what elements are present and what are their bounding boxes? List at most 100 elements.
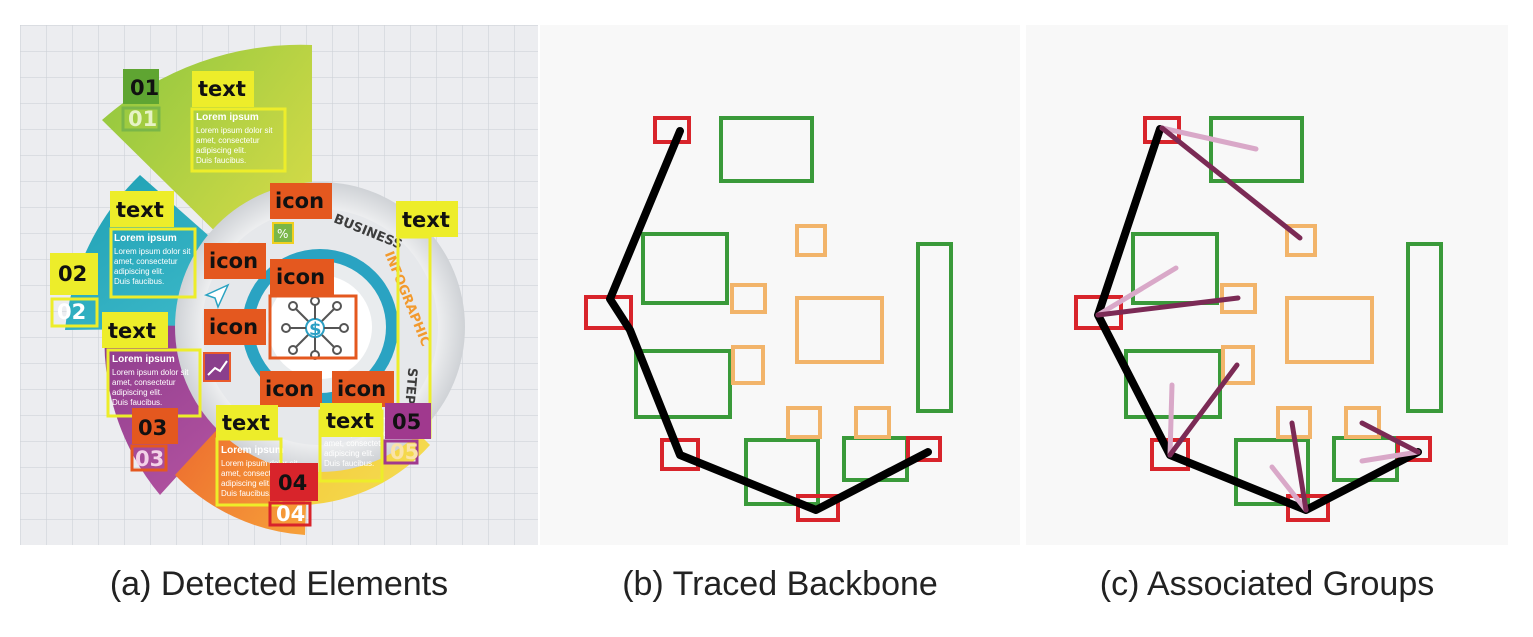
svg-text:amet, consectetur: amet, consectetur xyxy=(112,378,176,387)
svg-text:Lorem ipsum dolor sit: Lorem ipsum dolor sit xyxy=(112,368,189,377)
text-box xyxy=(1406,242,1443,413)
dollar-sign: $ xyxy=(309,319,322,340)
svg-text:text: text xyxy=(198,77,246,101)
svg-text:amet, consectetur: amet, consectetur xyxy=(221,469,285,478)
label-icon-percent: icon xyxy=(270,183,332,219)
svg-text:Duis faucibus.: Duis faucibus. xyxy=(221,489,271,498)
chart-up-icon xyxy=(203,352,231,382)
text-box xyxy=(916,242,953,413)
label-text-04: text xyxy=(216,405,278,439)
label-icon-center: icon xyxy=(270,259,334,295)
groups-diagram xyxy=(1074,116,1443,522)
svg-text:Lorem ipsum dolor sit: Lorem ipsum dolor sit xyxy=(221,459,298,468)
panel-traced-backbone xyxy=(540,25,1020,545)
icon-box xyxy=(731,345,765,385)
caption-traced-backbone: (b) Traced Backbone xyxy=(622,565,938,603)
center-icon-box xyxy=(268,294,358,360)
index-box xyxy=(906,436,942,462)
icon-box xyxy=(730,283,767,314)
panel-associated-groups xyxy=(1026,25,1508,545)
text-box xyxy=(634,349,732,419)
icon-box xyxy=(795,224,827,257)
label-icon-chart: icon xyxy=(204,309,266,345)
svg-text:01: 01 xyxy=(128,107,157,131)
svg-text:05: 05 xyxy=(390,440,419,464)
label-02: 02 02 xyxy=(50,253,98,324)
svg-text:adipiscing elit.: adipiscing elit. xyxy=(114,267,164,276)
icon-box xyxy=(786,406,822,439)
svg-text:adipiscing elit.: adipiscing elit. xyxy=(196,146,246,155)
svg-text:icon: icon xyxy=(209,315,258,339)
text-box xyxy=(1131,232,1219,305)
label-text-vertical: text xyxy=(396,201,458,237)
index-box xyxy=(1396,436,1432,462)
text-box xyxy=(842,436,909,482)
svg-text:02: 02 xyxy=(58,262,87,286)
icon-box xyxy=(795,296,884,364)
lorem-block-03: Lorem ipsum Lorem ipsum dolor sit amet, … xyxy=(112,354,189,407)
svg-text:adipiscing elit.: adipiscing elit. xyxy=(324,449,374,458)
lorem-block-02: Lorem ipsum Lorem ipsum dolor sit amet, … xyxy=(114,233,191,286)
association-line xyxy=(1359,449,1421,464)
index-box xyxy=(660,438,700,471)
svg-text:text: text xyxy=(222,411,270,435)
label-text-03: text xyxy=(102,312,168,348)
label-icon-05: icon xyxy=(332,371,394,407)
icon-box xyxy=(1285,296,1374,364)
label-text-05: text xyxy=(320,403,382,437)
index-box-05 xyxy=(383,439,419,465)
svg-text:icon: icon xyxy=(276,265,325,289)
text-body-box-02 xyxy=(109,227,197,299)
svg-text:text: text xyxy=(116,198,164,222)
label-01: 01 01 xyxy=(123,69,159,131)
svg-text:icon: icon xyxy=(265,377,314,401)
label-text-02: text xyxy=(110,191,174,227)
svg-text:02: 02 xyxy=(57,300,86,324)
label-icon-04: icon xyxy=(260,371,322,407)
svg-text:Lorem ipsum: Lorem ipsum xyxy=(221,445,284,456)
svg-text:icon: icon xyxy=(209,249,258,273)
svg-text:amet, consectetur: amet, consectetur xyxy=(324,439,388,448)
index-box-04 xyxy=(268,501,312,527)
text-box xyxy=(641,232,729,305)
svg-text:%: % xyxy=(277,227,288,241)
text-box xyxy=(744,438,820,506)
svg-text:Lorem ipsum dolor sit: Lorem ipsum dolor sit xyxy=(196,126,273,135)
association-line xyxy=(1095,295,1241,318)
index-box-01 xyxy=(121,106,161,132)
svg-text:01: 01 xyxy=(130,76,159,100)
svg-text:03: 03 xyxy=(135,447,164,471)
svg-text:text: text xyxy=(108,319,156,343)
association-line xyxy=(1159,125,1259,152)
svg-text:03: 03 xyxy=(138,416,167,440)
network-dollar-icon xyxy=(281,296,349,360)
svg-text:adipiscing elit.: adipiscing elit. xyxy=(221,479,271,488)
icon-box xyxy=(1344,406,1381,439)
svg-text:text: text xyxy=(326,409,374,433)
association-line xyxy=(1167,362,1240,458)
label-04: 04 04 xyxy=(270,463,318,526)
panel-detected-elements: BUSINESS INFOGRAPHIC STEPS $ Lorem ipsum… xyxy=(20,25,538,545)
svg-text:Duis faucibus.: Duis faucibus. xyxy=(324,459,374,468)
association-line xyxy=(1167,382,1175,458)
svg-text:amet, consectetur: amet, consectetur xyxy=(114,257,178,266)
association-line xyxy=(1095,265,1179,318)
svg-text:amet, consectetur: amet, consectetur xyxy=(196,136,260,145)
label-text-01: text xyxy=(192,71,254,107)
percent-icon: % xyxy=(272,222,294,244)
icon-box xyxy=(1285,224,1317,257)
association-line xyxy=(1159,125,1303,241)
svg-text:Lorem ipsum: Lorem ipsum xyxy=(196,112,259,123)
caption-detected-elements: (a) Detected Elements xyxy=(109,565,449,603)
backbone-diagram xyxy=(584,116,953,522)
infographic-illustration: BUSINESS INFOGRAPHIC STEPS $ Lorem ipsum… xyxy=(50,44,465,535)
arc-steps-text: STEPS xyxy=(401,367,420,414)
svg-text:icon: icon xyxy=(275,189,324,213)
text-box xyxy=(1209,116,1304,183)
label-03: 03 03 xyxy=(132,408,178,471)
association-line xyxy=(1359,420,1421,455)
svg-text:Duis faucibus.: Duis faucibus. xyxy=(196,156,246,165)
paper-plane-icon xyxy=(203,283,230,310)
svg-text:Lorem ipsum dolor sit: Lorem ipsum dolor sit xyxy=(114,247,191,256)
svg-text:04: 04 xyxy=(276,502,305,526)
